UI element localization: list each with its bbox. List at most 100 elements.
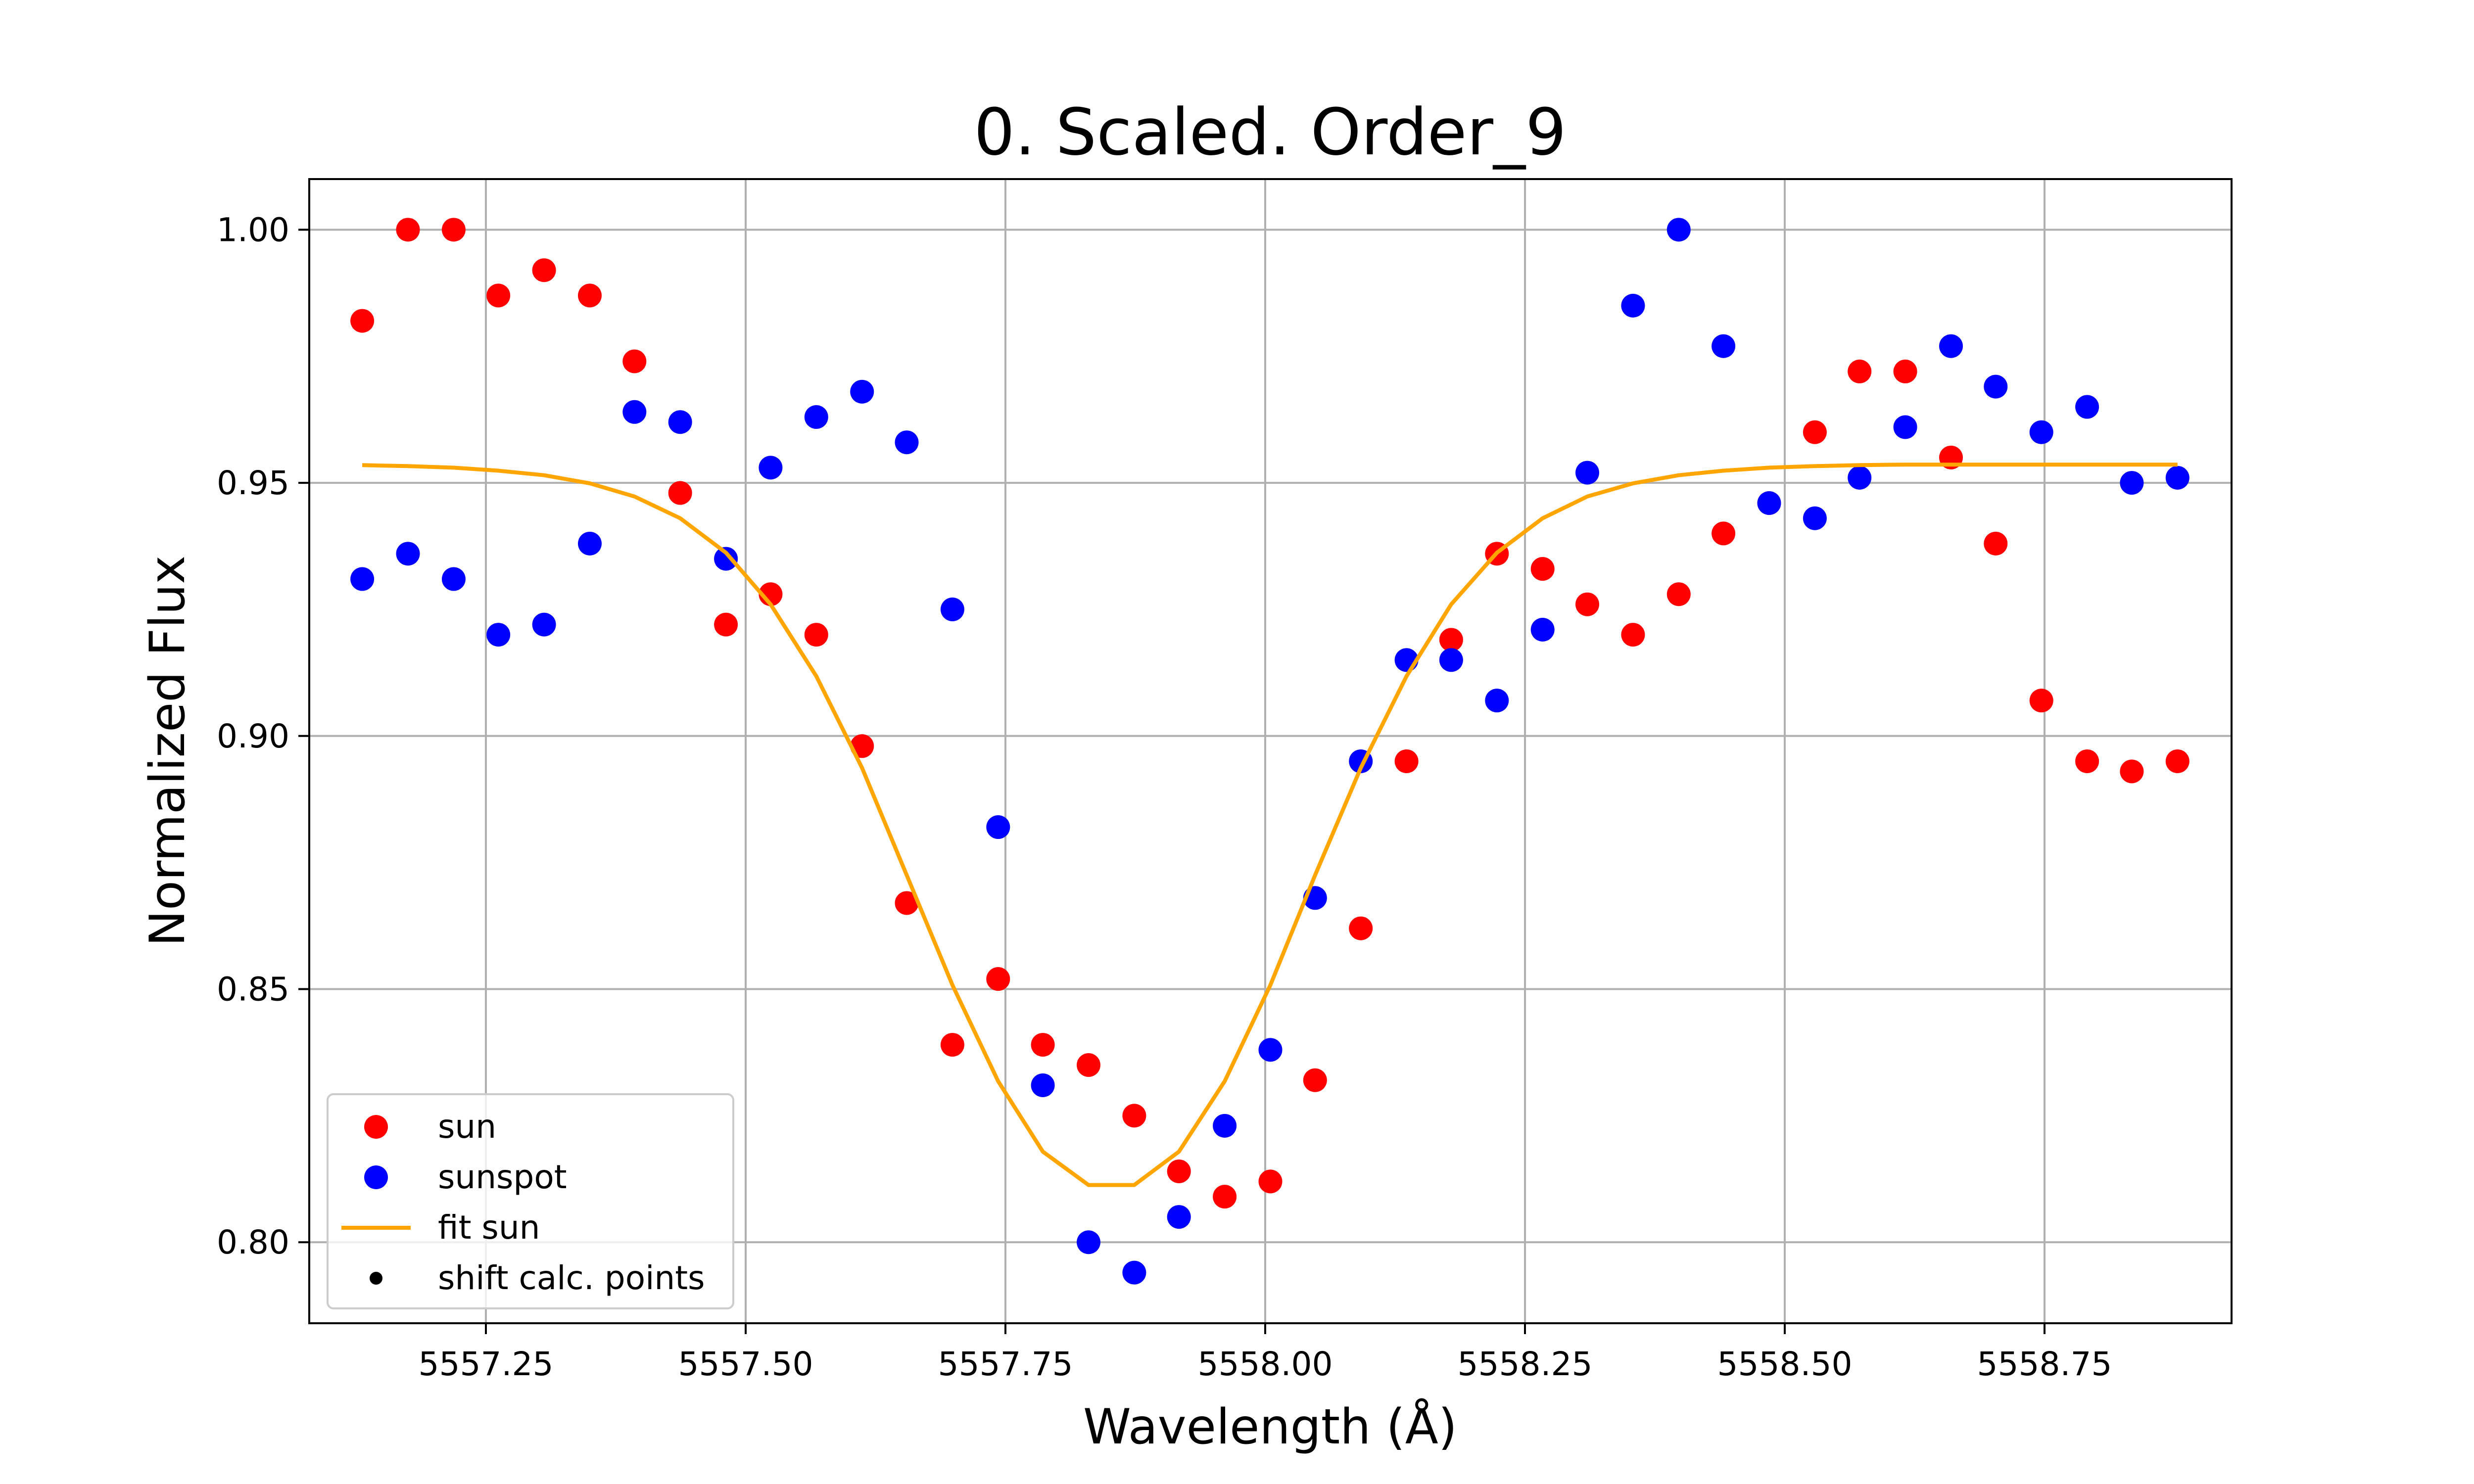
sun-point bbox=[1848, 359, 1872, 383]
y-tick-label: 1.00 bbox=[217, 211, 289, 249]
sunspot-point bbox=[1530, 617, 1555, 642]
sunspot-point bbox=[2165, 465, 2189, 490]
plot-marks bbox=[350, 218, 2189, 1285]
legend: sun sunspot fit sun shift calc. points bbox=[327, 1093, 734, 1309]
x-tick-label: 5557.50 bbox=[678, 1345, 813, 1383]
plot-frame bbox=[308, 178, 2233, 1324]
sun-point bbox=[1666, 582, 1691, 606]
sun-point bbox=[1803, 420, 1827, 444]
y-axis-label: Normalized Flux bbox=[140, 556, 196, 947]
sun-point bbox=[2120, 759, 2144, 784]
sunspot-point bbox=[532, 612, 556, 637]
sunspot-point bbox=[1893, 415, 1917, 439]
sun-point bbox=[396, 218, 420, 242]
sunspot-point bbox=[1122, 1260, 1146, 1285]
x-tick-label: 5558.50 bbox=[1717, 1345, 1853, 1383]
x-tick-label: 5557.75 bbox=[938, 1345, 1073, 1383]
sunspot-point bbox=[804, 405, 828, 429]
sunspot-point bbox=[1939, 334, 1963, 358]
sunspot-point bbox=[578, 531, 602, 556]
series-fit-sun-line bbox=[362, 463, 2178, 1187]
y-tick-label: 0.85 bbox=[217, 971, 289, 1009]
sun-point bbox=[2029, 689, 2053, 713]
sunspot-point bbox=[441, 567, 466, 591]
legend-shift-marker bbox=[370, 1272, 382, 1285]
sunspot-point bbox=[1712, 334, 1736, 358]
x-tick-label: 5558.75 bbox=[1977, 1345, 2112, 1383]
legend-shift-label: shift calc. points bbox=[438, 1259, 705, 1297]
sun-point bbox=[1893, 359, 1917, 383]
x-tick-label: 5558.25 bbox=[1458, 1345, 1593, 1383]
sunspot-point bbox=[1258, 1038, 1283, 1062]
sun-point bbox=[2075, 749, 2099, 773]
sun-point bbox=[532, 258, 556, 282]
sunspot-point bbox=[1848, 465, 1872, 490]
sun-point bbox=[2165, 749, 2189, 773]
x-tick-label: 5558.00 bbox=[1198, 1345, 1333, 1383]
sun-point bbox=[486, 283, 511, 308]
sun-point bbox=[578, 283, 602, 308]
sunspot-point bbox=[759, 456, 783, 480]
sun-point bbox=[986, 967, 1010, 991]
sunspot-point bbox=[486, 623, 511, 647]
sunspot-point bbox=[2120, 471, 2144, 495]
legend-box bbox=[327, 1093, 734, 1309]
sun-point bbox=[1439, 628, 1463, 652]
sun-point bbox=[1258, 1169, 1283, 1194]
sunspot-point bbox=[1077, 1230, 1100, 1254]
sun-point bbox=[1575, 592, 1599, 616]
sun-point bbox=[1167, 1159, 1191, 1183]
sunspot-point bbox=[1984, 374, 2008, 399]
sunspot-point bbox=[1439, 648, 1463, 672]
sunspot-point bbox=[1485, 689, 1509, 713]
legend-sun-marker bbox=[364, 1115, 388, 1139]
sun-point bbox=[714, 612, 738, 637]
legend-sun-label: sun bbox=[438, 1108, 496, 1146]
legend-sunspot-marker bbox=[364, 1165, 388, 1189]
sun-point bbox=[1122, 1104, 1146, 1128]
x-axis-label: Wavelength (Å) bbox=[1083, 1398, 1457, 1455]
sunspot-point bbox=[2075, 395, 2099, 419]
sunspot-point bbox=[714, 547, 738, 571]
y-tick-label: 0.95 bbox=[217, 464, 289, 502]
sunspot-point bbox=[1757, 491, 1781, 515]
sunspot-point bbox=[350, 567, 375, 591]
sunspot-point bbox=[2029, 420, 2053, 444]
x-tick-label: 5557.25 bbox=[419, 1345, 554, 1383]
sunspot-point bbox=[1666, 218, 1691, 242]
y-tick-label: 0.90 bbox=[217, 717, 289, 755]
sun-point bbox=[1712, 521, 1736, 546]
legend-fit-label: fit sun bbox=[438, 1208, 540, 1247]
sun-point bbox=[940, 1033, 964, 1057]
legend-sunspot-label: sunspot bbox=[438, 1158, 567, 1196]
sunspot-point bbox=[622, 400, 647, 424]
sunspot-point bbox=[1031, 1073, 1055, 1097]
sunspot-point bbox=[1213, 1113, 1237, 1138]
sunspot-point bbox=[1621, 293, 1645, 318]
y-axis-ticks: 0.80 0.85 0.90 0.95 1.00 bbox=[217, 211, 309, 1261]
sunspot-point bbox=[940, 597, 964, 621]
sun-point bbox=[1621, 623, 1645, 647]
sunspot-point bbox=[396, 542, 420, 566]
sun-point bbox=[1031, 1033, 1055, 1057]
sunspot-point bbox=[986, 815, 1010, 839]
sunspot-point bbox=[668, 410, 692, 434]
sun-point bbox=[668, 481, 692, 505]
sun-point bbox=[1349, 916, 1373, 940]
sun-point bbox=[441, 218, 466, 242]
sun-point bbox=[1984, 531, 2008, 556]
sun-point bbox=[350, 309, 375, 333]
x-axis-ticks: 5557.25 5557.50 5557.75 5558.00 5558.25 5558.… bbox=[419, 1323, 2112, 1383]
chart-title: 0. Scaled. Order_9 bbox=[974, 94, 1566, 170]
sun-point bbox=[1213, 1185, 1237, 1209]
sun-point bbox=[1303, 1068, 1327, 1092]
sun-point bbox=[1394, 749, 1419, 773]
sunspot-point bbox=[1803, 506, 1827, 530]
sunspot-point bbox=[895, 430, 919, 455]
y-tick-label: 0.80 bbox=[217, 1223, 289, 1261]
sunspot-point bbox=[1575, 461, 1599, 485]
sun-point bbox=[1530, 557, 1555, 581]
sun-point bbox=[804, 623, 828, 647]
sun-point bbox=[1077, 1053, 1100, 1077]
sun-point bbox=[895, 891, 919, 915]
